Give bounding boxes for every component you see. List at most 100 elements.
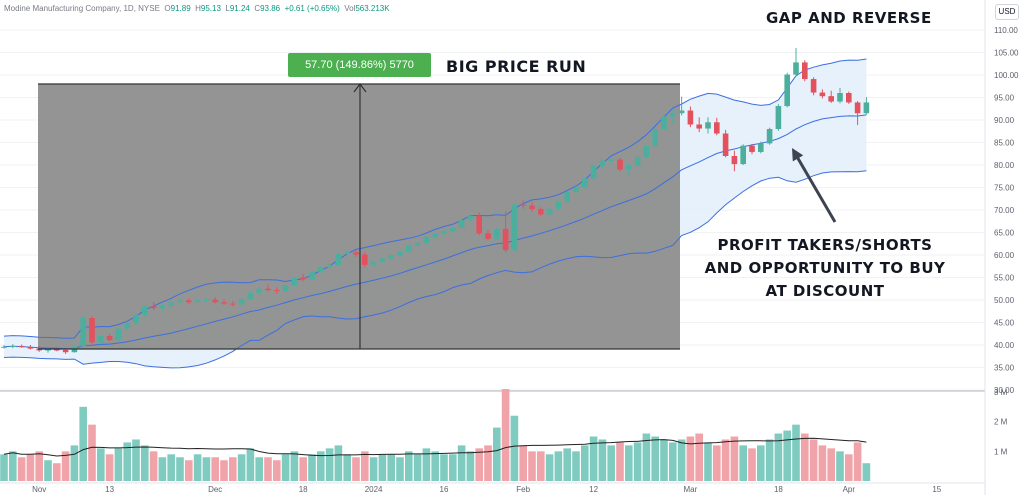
volume-bar (61, 451, 70, 481)
volume-bar (17, 457, 26, 481)
candle-body (423, 237, 430, 243)
volume-bar (317, 451, 325, 481)
volume-bar (730, 436, 739, 481)
measure-arrowhead (353, 83, 367, 93)
candle-body (291, 277, 298, 286)
volume-bar (123, 442, 131, 481)
volume-bar (757, 445, 765, 481)
volume-bar (185, 460, 193, 481)
candle-body (626, 165, 632, 170)
time-axis[interactable]: Nov 13 Dec 18 2024 16 Feb 12 Mar 18 Apr 15 (32, 485, 942, 494)
candle-body (846, 93, 852, 103)
candle-body (714, 122, 720, 134)
candle-body (582, 178, 588, 188)
volume-bar (202, 457, 211, 481)
candle-body (511, 204, 518, 251)
time-tick-label: 2024 (365, 485, 383, 494)
annotation-arrow (792, 148, 837, 223)
volume-bar (457, 445, 466, 481)
volume-bar (827, 448, 835, 481)
candle-body (617, 159, 623, 170)
candle-body (27, 347, 34, 349)
lower-band-line (3, 170, 867, 369)
candle-body (212, 299, 218, 303)
price-tick-label: 95.00 (994, 94, 1015, 103)
volume-tick-label: 2 M (994, 418, 1008, 427)
volume-bar (352, 457, 360, 481)
price-tick-label: 60.00 (994, 251, 1015, 260)
volume-bar (361, 451, 369, 481)
candle-body (406, 246, 412, 252)
candle-body (819, 92, 826, 97)
close-label: C (254, 4, 261, 13)
volume-tick-label: 3 M (994, 388, 1008, 397)
candle-body (230, 303, 236, 305)
price-tick-label: 110.00 (994, 26, 1018, 35)
price-tick-label: 45.00 (994, 319, 1015, 328)
candle-body (353, 252, 359, 255)
price-tick-label: 35.00 (994, 364, 1015, 373)
open-value: 91.89 (170, 4, 191, 13)
volume-bar (396, 457, 404, 481)
candle-body (133, 314, 139, 323)
measure-shaded-region (38, 84, 680, 349)
price-axis[interactable]: 30.00 35.00 40.00 45.00 50.00 55.00 60.00 65.00… (984, 0, 1019, 495)
volume-bar (387, 454, 395, 481)
candle-body (150, 306, 157, 309)
open-label: O (164, 4, 171, 13)
candle-body (828, 96, 834, 102)
candle-body (705, 122, 711, 129)
volume-bar (695, 433, 703, 481)
time-tick-label: Mar (684, 485, 698, 494)
candle-body (18, 345, 25, 348)
volume-bar (660, 439, 668, 481)
volume-bars (0, 389, 871, 481)
candle-body (520, 204, 526, 206)
volume-bar (501, 389, 510, 481)
candle-body (397, 251, 403, 256)
volume-bar (378, 454, 387, 481)
candle-body (529, 205, 535, 210)
volume-bar (273, 460, 281, 481)
symbol-title: Modine Manufacturing Company, 1D, NYSE (4, 4, 160, 13)
volume-bar (308, 454, 316, 481)
annotation-gap-and-reverse: GAP AND REVERSE (766, 9, 932, 27)
candle-body (10, 345, 16, 347)
volume-bar (53, 463, 61, 481)
candle-body (740, 145, 746, 165)
candle-body (168, 302, 174, 306)
candle-body (573, 187, 579, 192)
candle-body (256, 288, 262, 294)
candle-body (670, 113, 676, 117)
volume-bar (141, 445, 149, 481)
time-tick-label: 13 (105, 485, 114, 494)
volume-bar (440, 454, 448, 481)
candle-body (538, 209, 544, 215)
candle-body (793, 62, 799, 75)
candle-body (775, 106, 782, 129)
upper-band-line (3, 58, 867, 339)
volume-bar (862, 463, 871, 481)
candle-body (502, 228, 509, 251)
candle-body (784, 74, 790, 107)
volume-bar (616, 442, 624, 481)
candle-body (309, 271, 315, 280)
candle-body (652, 129, 658, 147)
volume-bar (774, 433, 783, 481)
volume-bar (255, 457, 263, 481)
volume-bar (413, 454, 422, 481)
candle-body (62, 349, 69, 353)
volume-bar (325, 448, 334, 481)
annotation-profit-takers: PROFIT TAKERS/SHORTS AND OPPORTUNITY TO … (704, 236, 946, 300)
time-tick-label: 18 (774, 485, 783, 494)
volume-bar (519, 445, 527, 481)
candle-body (45, 349, 51, 351)
volume-bar (669, 442, 677, 481)
candle-body (238, 299, 245, 305)
symbol-header: Modine Manufacturing Company, 1D, NYSE O… (4, 4, 390, 13)
currency-button[interactable]: USD (995, 4, 1019, 20)
volume-bar (97, 448, 105, 481)
candle-body (379, 258, 386, 262)
high-label: H (195, 4, 201, 13)
